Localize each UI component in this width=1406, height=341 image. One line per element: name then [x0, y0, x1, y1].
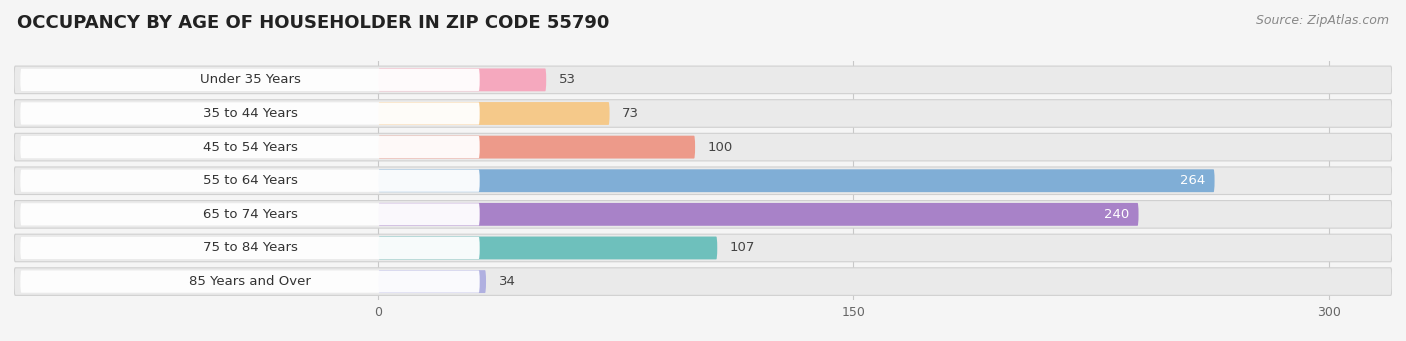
- Text: 34: 34: [499, 275, 516, 288]
- Text: 35 to 44 Years: 35 to 44 Years: [202, 107, 298, 120]
- Text: 75 to 84 Years: 75 to 84 Years: [202, 241, 298, 254]
- FancyBboxPatch shape: [14, 201, 1392, 228]
- FancyBboxPatch shape: [14, 268, 1392, 295]
- FancyBboxPatch shape: [14, 167, 1392, 194]
- FancyBboxPatch shape: [21, 237, 479, 259]
- Text: 45 to 54 Years: 45 to 54 Years: [202, 140, 298, 153]
- FancyBboxPatch shape: [378, 136, 695, 159]
- Text: 65 to 74 Years: 65 to 74 Years: [202, 208, 298, 221]
- Text: Under 35 Years: Under 35 Years: [200, 73, 301, 86]
- FancyBboxPatch shape: [14, 66, 1392, 94]
- Text: 55 to 64 Years: 55 to 64 Years: [202, 174, 298, 187]
- FancyBboxPatch shape: [378, 237, 717, 260]
- FancyBboxPatch shape: [21, 102, 479, 124]
- Text: OCCUPANCY BY AGE OF HOUSEHOLDER IN ZIP CODE 55790: OCCUPANCY BY AGE OF HOUSEHOLDER IN ZIP C…: [17, 14, 609, 32]
- Text: 53: 53: [558, 73, 576, 86]
- FancyBboxPatch shape: [378, 169, 1215, 192]
- Text: 107: 107: [730, 241, 755, 254]
- FancyBboxPatch shape: [378, 270, 486, 293]
- FancyBboxPatch shape: [21, 169, 479, 192]
- FancyBboxPatch shape: [378, 203, 1139, 226]
- FancyBboxPatch shape: [14, 234, 1392, 262]
- FancyBboxPatch shape: [21, 203, 479, 225]
- Text: Source: ZipAtlas.com: Source: ZipAtlas.com: [1256, 14, 1389, 27]
- FancyBboxPatch shape: [21, 270, 479, 293]
- Text: 100: 100: [707, 140, 733, 153]
- FancyBboxPatch shape: [378, 69, 546, 91]
- FancyBboxPatch shape: [378, 102, 610, 125]
- Text: 85 Years and Over: 85 Years and Over: [188, 275, 311, 288]
- Text: 73: 73: [623, 107, 640, 120]
- FancyBboxPatch shape: [21, 69, 479, 91]
- Text: 240: 240: [1104, 208, 1129, 221]
- FancyBboxPatch shape: [14, 100, 1392, 127]
- Text: 264: 264: [1180, 174, 1205, 187]
- FancyBboxPatch shape: [21, 136, 479, 158]
- FancyBboxPatch shape: [14, 133, 1392, 161]
